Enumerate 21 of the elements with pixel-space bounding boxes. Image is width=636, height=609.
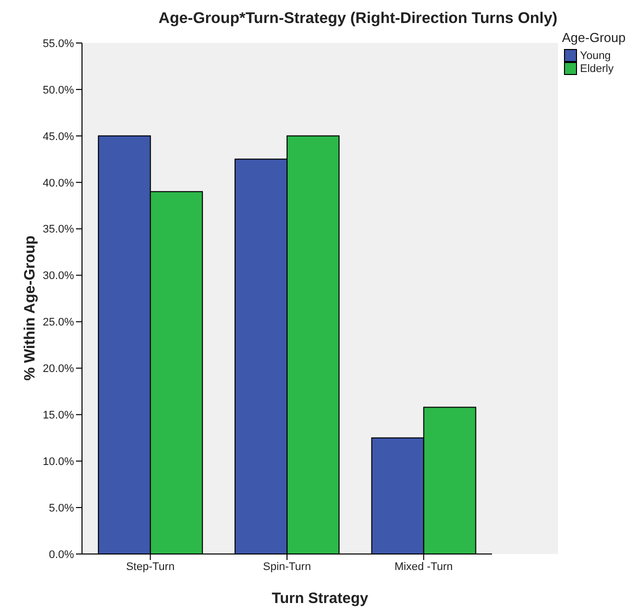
legend-label: Young [579, 49, 612, 62]
y-tick-label: 55.0% [42, 38, 74, 50]
chart-title: Age-Group*Turn-Strategy (Right-Direction Turns Only) [158, 10, 558, 28]
y-tick-label: 35.0% [42, 224, 74, 236]
x-tick-label: Mixed -Turn [394, 560, 453, 573]
y-tick-label: 10.0% [42, 456, 74, 468]
legend-title: Age-Group [562, 30, 627, 45]
y-tick-label: 45.0% [42, 130, 74, 143]
y-tick-label: 5.0% [48, 502, 74, 514]
x-tick-label: Spin-Turn [263, 560, 311, 573]
y-tick-label: 40.0% [42, 177, 74, 190]
x-axis-title: Turn Strategy [270, 590, 370, 607]
y-tick-label: 15.0% [42, 410, 74, 422]
y-tick-label: 25.0% [42, 316, 74, 329]
y-tick-label: 0.0% [48, 548, 74, 561]
legend-label: Elderly [579, 62, 615, 75]
y-tick-label: 30.0% [42, 270, 74, 282]
y-tick-label: 20.0% [42, 363, 74, 376]
y-axis-title: % Within Age-Group [22, 235, 38, 381]
y-tick-label: 50.0% [42, 84, 74, 96]
x-tick-label: Step-Turn [126, 560, 175, 573]
